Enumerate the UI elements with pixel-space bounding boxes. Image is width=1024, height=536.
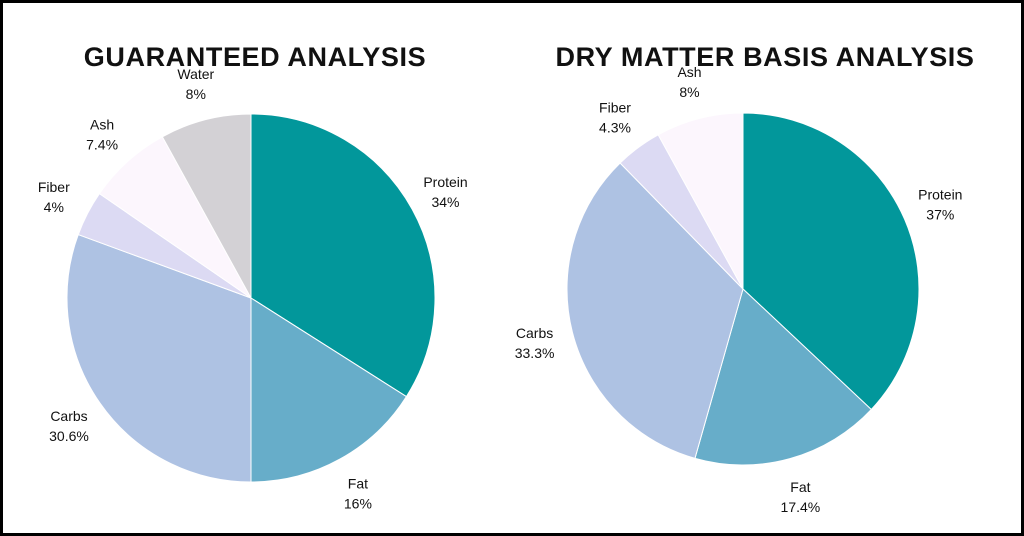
slice-name: Water — [177, 66, 214, 82]
slice-value: 34% — [431, 194, 459, 210]
slice-value: 16% — [344, 496, 372, 512]
slice-value: 17.4% — [781, 499, 821, 515]
pie-slice-fat — [250, 297, 408, 483]
pie-slice-carbs — [566, 162, 744, 459]
slice-value: 7.4% — [86, 136, 118, 152]
slice-label-fat: Fat 16% — [344, 476, 372, 512]
pie-slice-ash — [657, 112, 744, 290]
slice-label-fat: Fat 17.4% — [781, 479, 821, 515]
pie-slice-protein — [250, 113, 436, 398]
slice-label-ash: Ash 7.4% — [86, 116, 118, 152]
slice-name: Ash — [90, 116, 114, 132]
pie-slice-fat — [694, 288, 873, 466]
slice-value: 8% — [679, 84, 699, 100]
pie-charts-canvas: GUARANTEED ANALYSIS Protein 34% Fat 16% Carb… — [38, 42, 974, 515]
guaranteed-analysis-chart: GUARANTEED ANALYSIS Protein 34% Fat 16% Carb… — [38, 42, 468, 512]
slice-label-carbs: Carbs 33.3% — [515, 325, 555, 361]
slice-label-protein: Protein 37% — [918, 187, 962, 223]
slice-name: Fiber — [599, 99, 631, 115]
slice-name: Fat — [790, 479, 810, 495]
chart-title: GUARANTEED ANALYSIS — [84, 42, 426, 72]
pie-slice-protein — [742, 112, 920, 411]
slice-label-fiber: Fiber 4% — [38, 179, 70, 215]
dry-matter-basis-chart: DRY MATTER BASIS ANALYSIS Protein 37% Fat 1… — [515, 42, 974, 515]
slice-name: Ash — [677, 64, 701, 80]
slice-label-protein: Protein 34% — [423, 174, 467, 210]
slice-name: Carbs — [516, 325, 553, 341]
slice-label-ash: Ash 8% — [677, 64, 701, 100]
slice-label-carbs: Carbs 30.6% — [49, 408, 89, 444]
slice-value: 33.3% — [515, 345, 555, 361]
chart-title: DRY MATTER BASIS ANALYSIS — [555, 42, 974, 72]
slice-name: Fiber — [38, 179, 70, 195]
slice-name: Fat — [348, 476, 368, 492]
slice-label-fiber: Fiber 4.3% — [599, 99, 631, 135]
slice-name: Carbs — [50, 408, 87, 424]
pie-slice-water — [161, 113, 252, 299]
slice-value: 8% — [186, 86, 206, 102]
slice-value: 30.6% — [49, 428, 89, 444]
slice-value: 4.3% — [599, 119, 631, 135]
slice-value: 37% — [926, 207, 954, 223]
slice-name: Protein — [423, 174, 467, 190]
slice-label-water: Water 8% — [177, 66, 214, 102]
pie-slice-carbs — [66, 233, 252, 483]
slice-value: 4% — [44, 199, 64, 215]
slice-name: Protein — [918, 187, 962, 203]
